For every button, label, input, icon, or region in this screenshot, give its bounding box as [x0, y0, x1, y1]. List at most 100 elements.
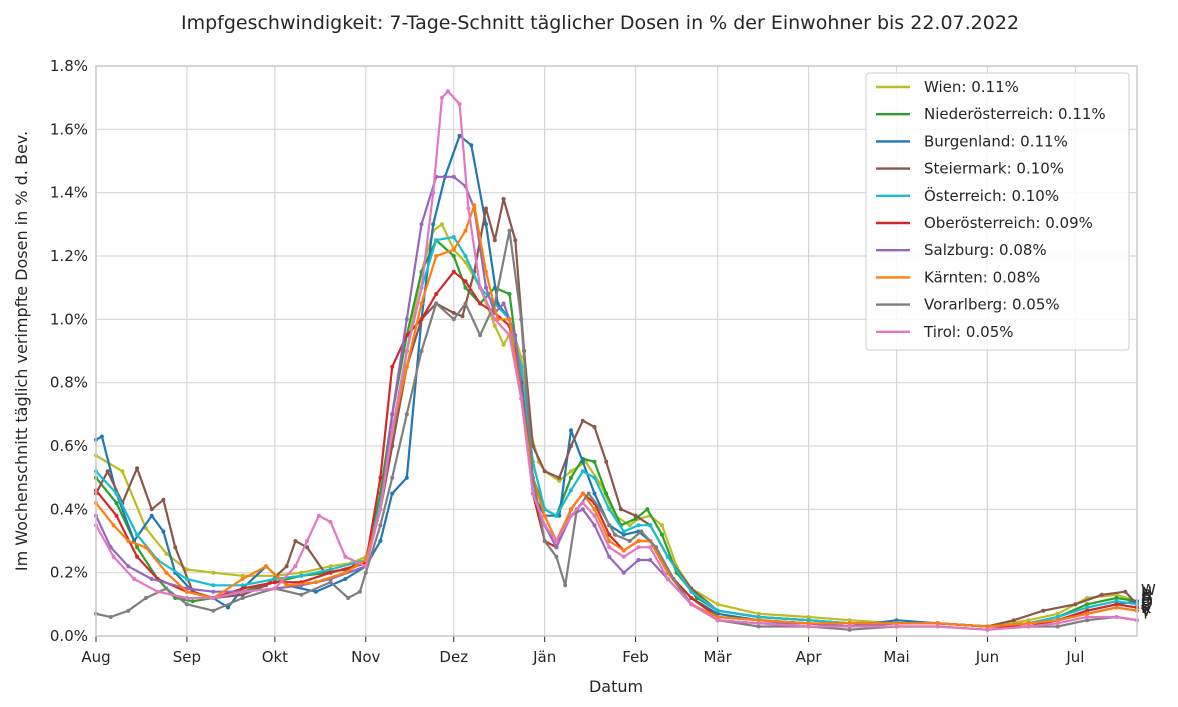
y-tick-label: 1.4%	[50, 184, 88, 202]
data-point	[390, 491, 395, 496]
data-point	[847, 624, 852, 629]
data-point	[114, 513, 119, 518]
data-point	[390, 475, 395, 480]
data-point	[264, 564, 269, 569]
data-point	[935, 624, 940, 629]
data-point	[592, 523, 597, 528]
data-point	[343, 577, 348, 581]
data-point	[149, 577, 154, 581]
data-point	[240, 596, 245, 600]
data-point	[715, 608, 720, 613]
data-point	[451, 254, 456, 258]
data-point	[1085, 615, 1090, 619]
data-point	[569, 444, 573, 448]
data-point	[519, 317, 524, 322]
data-point	[492, 323, 497, 328]
data-point	[569, 475, 573, 480]
legend-entry: Österreich: 0.10%	[876, 186, 1059, 205]
data-point	[143, 596, 148, 600]
data-point	[343, 570, 348, 575]
end-label: K	[1141, 599, 1152, 617]
data-point	[492, 317, 497, 322]
data-point	[1114, 599, 1119, 604]
data-point	[507, 228, 512, 233]
data-point	[445, 89, 450, 94]
data-point	[1055, 615, 1060, 619]
data-point	[434, 301, 439, 306]
data-point	[404, 317, 409, 322]
data-point	[607, 554, 612, 559]
data-point	[645, 507, 650, 512]
data-point	[756, 618, 761, 623]
data-point	[272, 586, 277, 591]
data-point	[451, 269, 456, 274]
data-point	[328, 520, 333, 524]
data-point	[357, 589, 362, 594]
data-point	[161, 497, 166, 502]
data-point	[627, 523, 632, 528]
data-point	[184, 589, 189, 594]
data-point	[463, 279, 468, 284]
data-point	[463, 228, 468, 233]
data-point	[542, 539, 547, 543]
data-point	[460, 314, 465, 319]
data-point	[847, 621, 852, 626]
data-point	[607, 507, 612, 512]
data-point	[135, 545, 140, 550]
data-point	[715, 602, 720, 607]
data-point	[665, 554, 670, 559]
data-point	[440, 222, 444, 227]
data-point	[120, 469, 125, 474]
data-point	[689, 602, 694, 607]
legend-entry: Oberösterreich: 0.09%	[876, 214, 1093, 232]
data-point	[240, 573, 245, 578]
data-point	[530, 491, 535, 496]
data-point	[1085, 611, 1090, 616]
data-point	[569, 507, 573, 512]
data-point	[484, 285, 488, 290]
data-point	[569, 513, 573, 518]
data-point	[164, 551, 169, 556]
data-point	[419, 301, 424, 306]
data-point	[935, 621, 940, 626]
x-tick-label: Mär	[704, 648, 733, 666]
data-point	[313, 589, 318, 594]
data-point	[478, 285, 483, 290]
data-point	[633, 513, 638, 518]
data-point	[305, 545, 310, 550]
data-point	[894, 621, 899, 626]
data-point	[184, 567, 189, 572]
legend-items: Wien: 0.11% Niederösterreich: 0.11% Burgen…	[876, 78, 1106, 341]
data-point	[378, 507, 383, 512]
data-point	[592, 459, 597, 464]
data-point	[985, 627, 990, 632]
data-point	[621, 532, 626, 537]
y-tick-label: 0.8%	[50, 374, 88, 392]
legend-entry: Kärnten: 0.08%	[876, 268, 1040, 286]
legend-label: Oberösterreich: 0.09%	[924, 214, 1093, 232]
x-tick-labels: Aug Sep Okt Nov Dez Jän Feb Mär Apr Mai Jun Jul	[81, 648, 1084, 666]
data-point	[715, 611, 720, 616]
data-point	[1026, 621, 1031, 626]
data-point	[484, 206, 488, 211]
data-point	[621, 570, 626, 575]
data-point	[451, 311, 456, 315]
data-point	[580, 418, 585, 423]
y-tick-label: 0.0%	[50, 627, 88, 645]
end-label: S	[1141, 597, 1151, 615]
data-point	[135, 532, 140, 537]
data-point	[419, 317, 424, 322]
data-point	[513, 333, 518, 338]
data-point	[328, 570, 333, 575]
data-point	[346, 596, 351, 600]
data-point	[1073, 602, 1078, 607]
data-point	[463, 260, 468, 265]
data-point	[1055, 621, 1060, 626]
data-point	[756, 615, 761, 619]
legend-label: Burgenland: 0.11%	[924, 132, 1068, 150]
data-point	[434, 292, 439, 296]
data-point	[226, 605, 230, 610]
data-point	[390, 412, 395, 417]
